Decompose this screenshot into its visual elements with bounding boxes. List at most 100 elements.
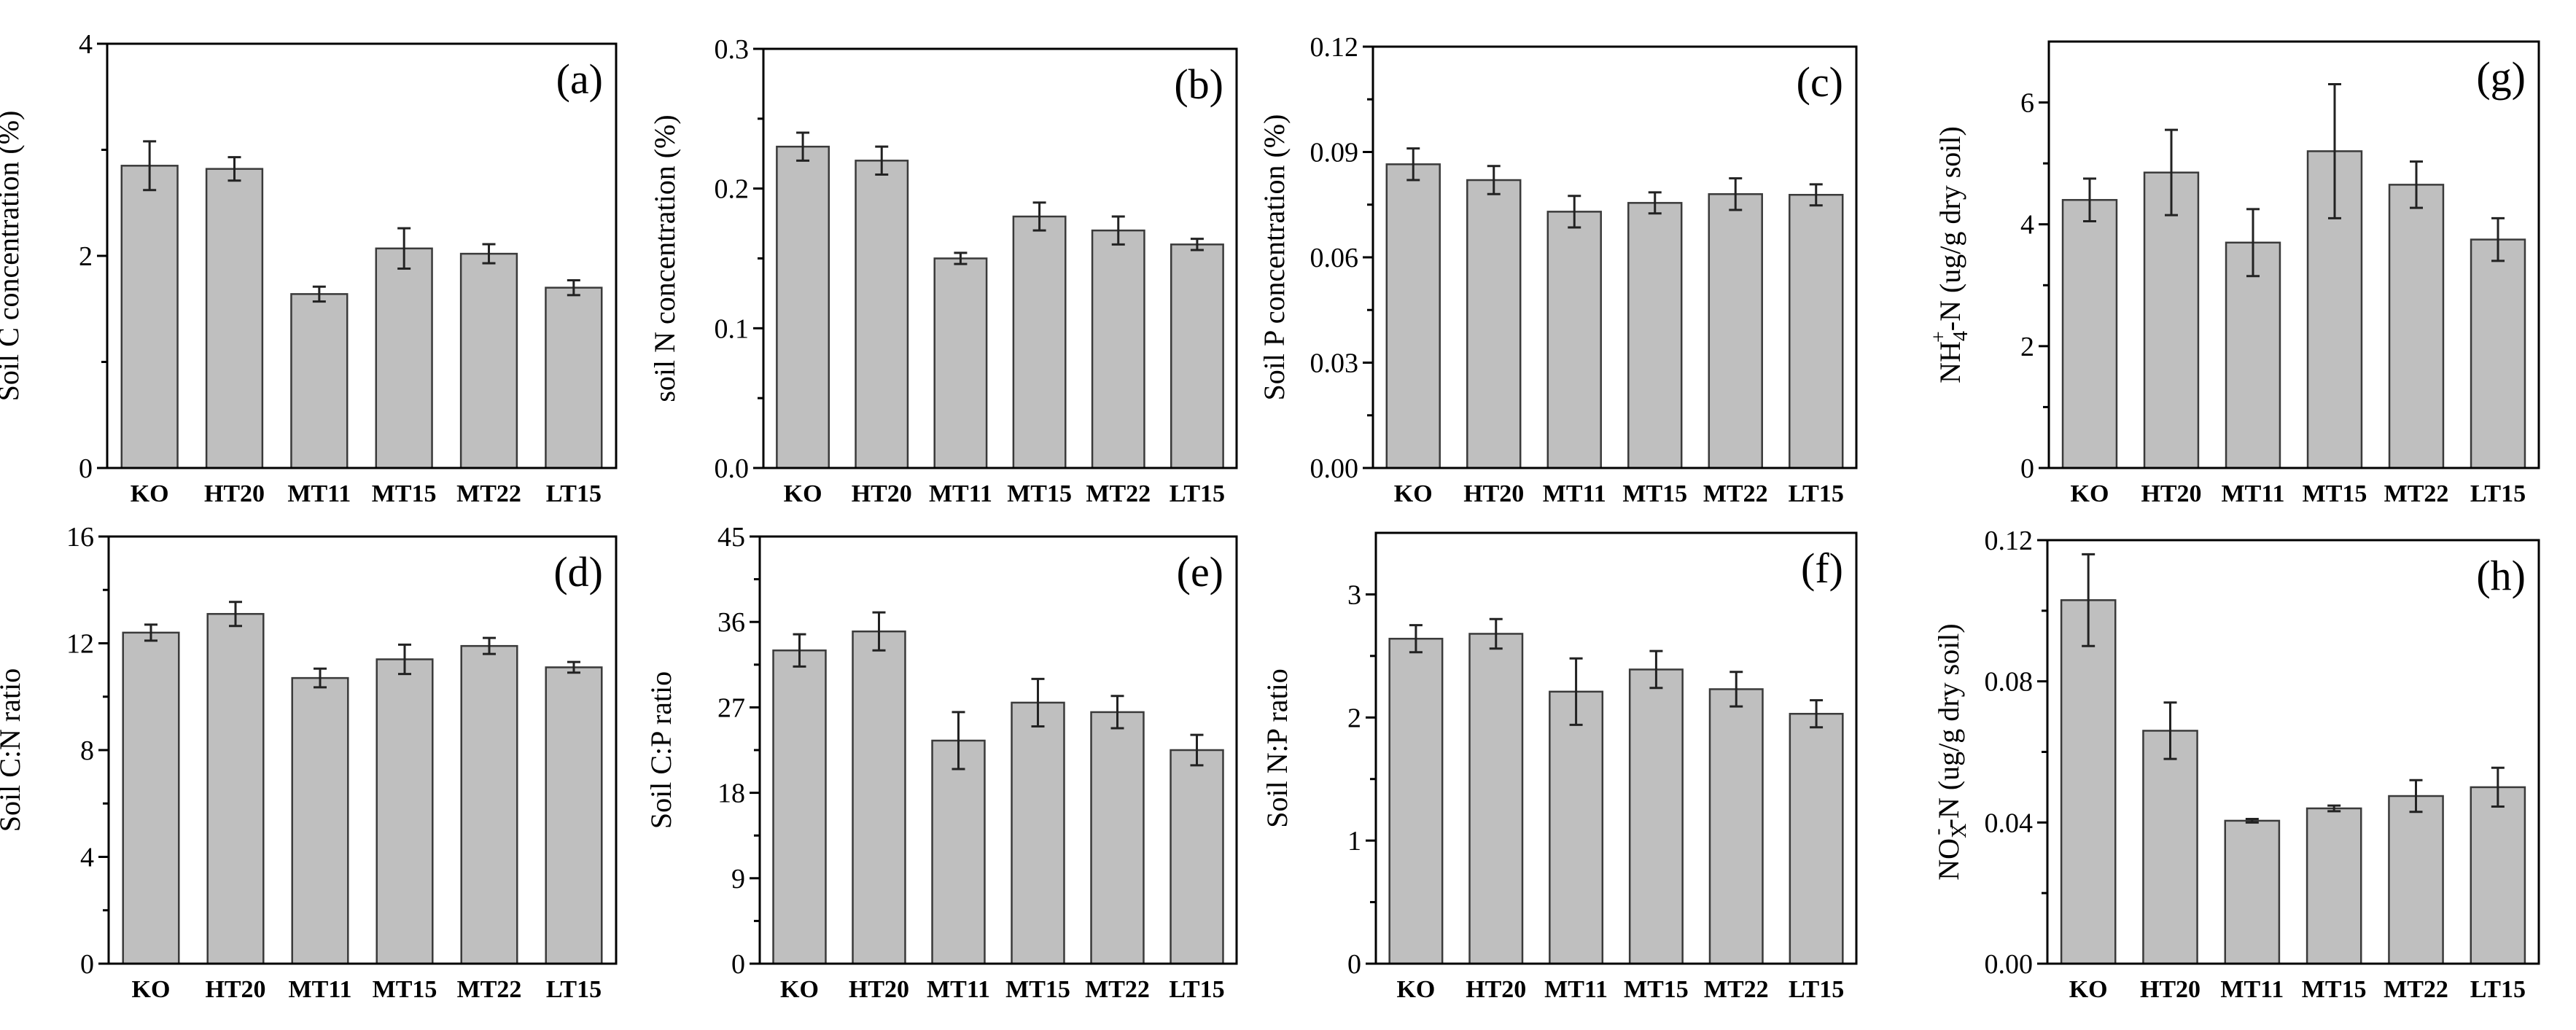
error-bar-g-MT22: [2410, 160, 2423, 209]
bar-a-KO: [120, 165, 179, 469]
error-bar-e-KO: [793, 633, 806, 668]
bar-f-MT22: [1708, 688, 1764, 965]
error-bar-d-MT22: [483, 636, 496, 655]
x-tick-label: MT22: [1085, 976, 1150, 1003]
y-tick-label: 0.2: [715, 174, 750, 205]
y-tick-label: 0.00: [1310, 453, 1359, 484]
error-bar-a-MT11: [312, 285, 326, 303]
panel-e: KO HT20 MT11 MT15 MT22 LT15 0 9 18 27 36 45 (e) Soil …: [645, 522, 1238, 1003]
x-tick-label: MT22: [1704, 976, 1769, 1003]
plot-frame-h: [2046, 539, 2540, 965]
y-tick-label: 0: [731, 949, 745, 980]
x-tick-label: MT15: [2302, 976, 2367, 1003]
error-bar-b-LT15: [1190, 238, 1204, 251]
x-tick-label: MT11: [929, 480, 992, 507]
bar-h-MT15: [2305, 807, 2362, 965]
error-bar-e-MT22: [1110, 695, 1124, 730]
error-bar-b-KO: [796, 131, 810, 162]
panel-g: KO HT20 MT11 MT15 MT22 LT15 0 2 4 6 (g) NH4+-N (ug/…: [1928, 40, 2540, 507]
y-tick-label: 0.09: [1310, 138, 1359, 168]
y-axis-label-c: Soil P concentration (%): [1258, 114, 1291, 401]
bar-g-HT20: [2143, 171, 2200, 469]
bar-h-LT15: [2470, 786, 2526, 965]
x-tick-label: KO: [131, 480, 169, 507]
error-bar-d-MT11: [314, 667, 327, 689]
x-tick-label: LT15: [1789, 480, 1844, 507]
x-tick-label: LT15: [1169, 976, 1224, 1003]
error-bar-c-MT22: [1729, 177, 1743, 211]
error-bar-h-LT15: [2491, 766, 2505, 808]
error-bar-e-MT15: [1031, 677, 1045, 727]
panel-label-e: (e): [1177, 548, 1223, 596]
x-tick-label: MT11: [927, 976, 990, 1003]
y-tick-label: 2: [2020, 332, 2034, 362]
y-tick-label: 0.00: [1985, 949, 2034, 980]
y-tick-label: 27: [717, 692, 745, 723]
error-bar-b-MT11: [954, 251, 968, 265]
y-tick-label: 18: [717, 779, 745, 809]
y-tick-label: 0.04: [1985, 808, 2034, 838]
panel-label-f: (f): [1801, 545, 1843, 592]
bar-f-MT15: [1628, 668, 1684, 965]
y-tick-label: 0.03: [1310, 348, 1359, 379]
error-bar-c-MT11: [1568, 195, 1581, 229]
y-tick-label: 3: [1347, 580, 1361, 610]
bar-c-MT11: [1546, 211, 1602, 469]
x-tick-label: HT20: [204, 480, 265, 507]
error-bar-f-HT20: [1489, 617, 1503, 650]
y-axis-label-b: soil N concentration (%): [648, 114, 681, 402]
y-tick-label: 6: [2020, 88, 2034, 119]
y-tick-label: 0.08: [1985, 667, 2034, 698]
y-tick-label: 4: [80, 843, 94, 873]
y-axis-label-a: Soil C concentration (%): [0, 111, 25, 402]
error-bar-a-HT20: [227, 156, 241, 182]
y-tick-label: 0.06: [1310, 243, 1359, 273]
x-tick-label: KO: [132, 976, 171, 1003]
x-tick-label: KO: [784, 480, 822, 507]
bar-h-KO: [2060, 599, 2117, 965]
x-tick-label: MT11: [2222, 480, 2285, 507]
y-tick-label: 0: [80, 949, 94, 980]
x-tick-label: HT20: [2141, 480, 2201, 507]
bar-d-MT22: [460, 644, 518, 965]
error-bar-a-MT15: [397, 227, 411, 270]
bar-h-MT11: [2224, 819, 2281, 965]
bar-c-HT20: [1466, 179, 1522, 469]
bar-g-LT15: [2470, 238, 2526, 469]
error-bar-b-HT20: [875, 145, 889, 176]
bar-a-HT20: [205, 168, 264, 469]
panel-a: KO HT20 MT11 MT15 MT22 LT15 0 2 4 (a) Soil C conce…: [0, 29, 618, 507]
x-tick-label: MT22: [456, 480, 521, 507]
error-bar-c-HT20: [1487, 165, 1501, 195]
x-tick-label: MT11: [287, 480, 351, 507]
bar-b-MT15: [1012, 215, 1067, 469]
panel-label-h: (h): [2476, 552, 2526, 599]
bar-d-LT15: [545, 666, 603, 965]
error-bar-d-KO: [144, 623, 157, 642]
error-bar-a-MT22: [482, 243, 496, 265]
error-bar-d-HT20: [229, 601, 242, 628]
plot-frame-a: [106, 42, 618, 469]
bar-f-HT20: [1468, 633, 1524, 965]
x-tick-label: MT11: [1543, 480, 1606, 507]
error-bar-h-MT11: [2245, 817, 2259, 824]
x-tick-label: MT15: [1624, 976, 1689, 1003]
error-bar-g-HT20: [2165, 128, 2178, 216]
x-tick-label: MT15: [373, 976, 437, 1003]
y-tick-label: 9: [731, 864, 745, 894]
x-tick-label: LT15: [546, 976, 602, 1003]
y-tick-label: 2: [1347, 703, 1361, 733]
x-tick-label: MT11: [2220, 976, 2284, 1003]
bar-d-HT20: [206, 612, 265, 965]
error-bar-h-MT22: [2409, 779, 2423, 814]
x-tick-label: MT11: [1544, 976, 1608, 1003]
bar-e-LT15: [1170, 749, 1224, 965]
panel-label-c: (c): [1797, 58, 1843, 106]
x-tick-label: MT15: [1007, 480, 1072, 507]
error-bar-c-MT15: [1648, 191, 1662, 215]
y-tick-label: 12: [66, 629, 94, 660]
x-tick-label: HT20: [1463, 480, 1524, 507]
error-bar-f-MT22: [1729, 671, 1743, 708]
x-tick-label: HT20: [2140, 976, 2201, 1003]
panel-c: KO HT20 MT11 MT15 MT22 LT15 0.00 0.03 0.06 0.09 0.…: [1258, 32, 1858, 507]
